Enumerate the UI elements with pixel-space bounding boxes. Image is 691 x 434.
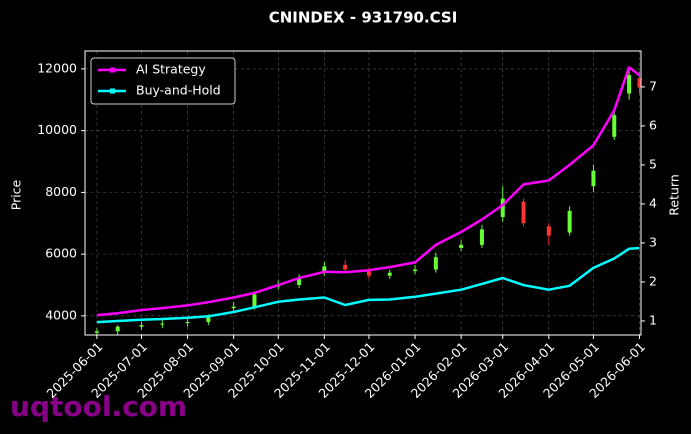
- candle-body: [343, 264, 348, 270]
- candle-body: [567, 210, 572, 233]
- legend-box: [90, 57, 236, 105]
- candle-body: [94, 331, 99, 333]
- candle-body: [185, 322, 190, 324]
- candle-body: [413, 269, 418, 272]
- line-series: [96, 246, 640, 324]
- candle-body: [297, 278, 302, 285]
- y2-tick-label: 2: [649, 273, 657, 288]
- watermark: uqtool.com: [10, 390, 187, 423]
- y-tick-label: 8000: [45, 184, 77, 199]
- candle-body: [591, 170, 596, 187]
- chart-title: CNINDEX - 931790.CSI: [269, 9, 458, 27]
- y-tick-label: 6000: [45, 246, 77, 261]
- y-tick-label: 10000: [37, 122, 77, 137]
- candle-body: [459, 244, 464, 248]
- candle-body: [115, 326, 120, 332]
- candle-body: [521, 201, 526, 224]
- plot-area: [85, 51, 642, 336]
- candle-body: [500, 198, 505, 218]
- y2-tick-label: 5: [649, 156, 657, 171]
- y-tick-label: 12000: [37, 60, 77, 75]
- candle-body: [139, 325, 144, 327]
- legend-label: Buy-and-Hold: [136, 83, 221, 98]
- candle-body: [160, 323, 165, 325]
- y2-axis-label: Return: [667, 174, 682, 215]
- y2-tick-label: 6: [649, 117, 657, 132]
- candle-body: [627, 75, 632, 94]
- y-axis-label: Price: [9, 179, 24, 210]
- legend-marker: [110, 88, 115, 94]
- candle-body: [479, 229, 484, 245]
- plot-frame: [84, 50, 642, 336]
- candle-body: [433, 257, 438, 270]
- candle-body: [206, 317, 211, 323]
- candle-body: [637, 78, 642, 88]
- candle-body: [612, 115, 617, 137]
- y2-tick-label: 3: [649, 234, 657, 249]
- candle-body: [546, 226, 551, 236]
- y-tick-label: 4000: [45, 307, 77, 322]
- candle-body: [252, 294, 257, 307]
- candle-body: [231, 306, 236, 309]
- y2-tick-label: 7: [649, 78, 657, 93]
- legend-marker: [110, 67, 115, 73]
- y2-tick-label: 1: [649, 312, 657, 327]
- candle-body: [322, 266, 327, 273]
- line-series: [96, 66, 641, 317]
- candle-body: [366, 271, 371, 276]
- candle-body: [387, 272, 392, 276]
- y2-tick-label: 4: [649, 195, 657, 210]
- legend-label: AI Strategy: [136, 62, 206, 77]
